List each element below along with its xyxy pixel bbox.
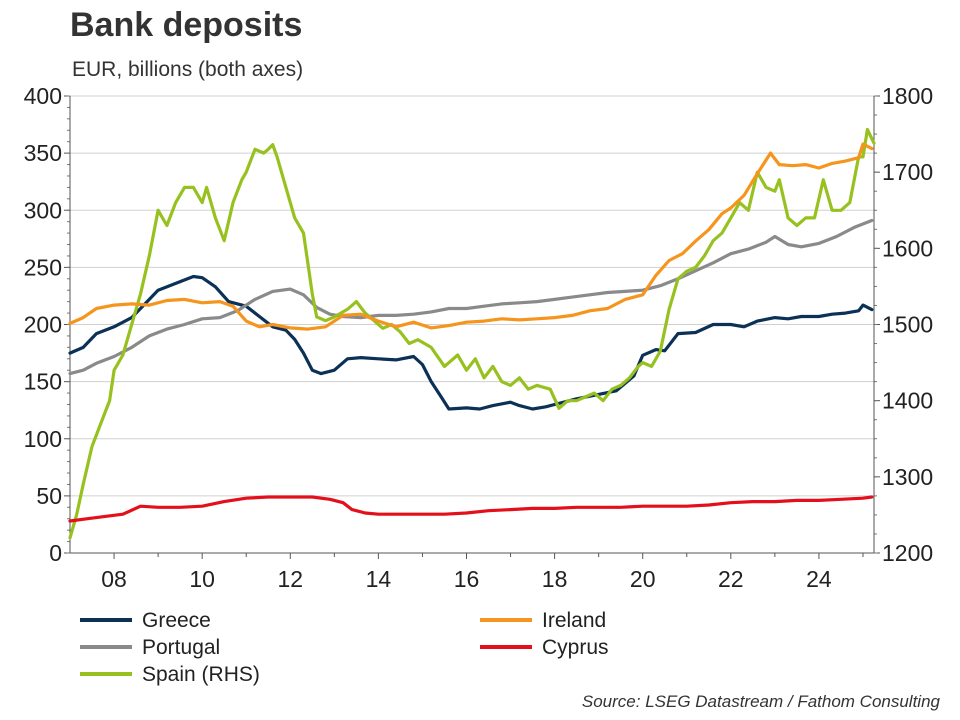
y-left-tick-label: 200 bbox=[24, 312, 62, 338]
y-right-tick-label: 1300 bbox=[882, 464, 933, 490]
x-tick-label: 12 bbox=[277, 566, 303, 592]
axes: 0 50 100 150 200 250 300 350 400 1200 1300 1400 1500… bbox=[24, 83, 934, 592]
y-left-tick-label: 50 bbox=[36, 483, 62, 509]
series-line-ireland bbox=[68, 142, 874, 331]
legend-label-greece: Greece bbox=[142, 609, 211, 632]
y-left-tick-label: 150 bbox=[24, 369, 62, 395]
y-right-tick-label: 1700 bbox=[882, 159, 933, 185]
y-left-tick-label: 300 bbox=[24, 197, 62, 223]
y-right-tick-label: 1800 bbox=[882, 83, 933, 109]
series-line-portugal bbox=[68, 218, 874, 376]
y-right-tick-label: 1400 bbox=[882, 388, 933, 414]
x-tick-label: 22 bbox=[718, 566, 744, 592]
y-left-tick-label: 250 bbox=[24, 254, 62, 280]
x-tick-label: 24 bbox=[806, 566, 832, 592]
x-tick-label: 08 bbox=[101, 566, 127, 592]
x-tick-label: 14 bbox=[366, 566, 392, 592]
source-note: Source: LSEG Datastream / Fathom Consult… bbox=[581, 692, 940, 711]
x-tick-label: 20 bbox=[630, 566, 656, 592]
legend-label-cyprus: Cyprus bbox=[542, 636, 609, 659]
y-right-tick-label: 1200 bbox=[882, 540, 933, 566]
gridlines bbox=[70, 95, 874, 497]
series-lines bbox=[68, 127, 876, 540]
chart-title: Bank deposits bbox=[70, 6, 303, 44]
series-line-cyprus bbox=[68, 495, 874, 523]
legend: Greece Portugal Spain (RHS) Ireland Cyprus bbox=[80, 609, 609, 686]
series-line-greece bbox=[68, 274, 874, 411]
legend-label-portugal: Portugal bbox=[142, 636, 220, 659]
series-line-spain bbox=[68, 127, 876, 540]
y-left-tick-label: 100 bbox=[24, 426, 62, 452]
y-left-tick-label: 400 bbox=[24, 83, 62, 109]
y-right-tick-label: 1500 bbox=[882, 312, 933, 338]
x-tick-label: 18 bbox=[542, 566, 568, 592]
x-tick-label: 16 bbox=[454, 566, 480, 592]
y-left-tick-label: 0 bbox=[49, 540, 62, 566]
y-right-tick-label: 1600 bbox=[882, 235, 933, 261]
x-tick-label: 10 bbox=[189, 566, 215, 592]
legend-label-spain: Spain (RHS) bbox=[142, 663, 260, 686]
legend-label-ireland: Ireland bbox=[542, 609, 606, 632]
y-left-tick-label: 350 bbox=[24, 140, 62, 166]
chart-subtitle: EUR, billions (both axes) bbox=[72, 58, 304, 81]
